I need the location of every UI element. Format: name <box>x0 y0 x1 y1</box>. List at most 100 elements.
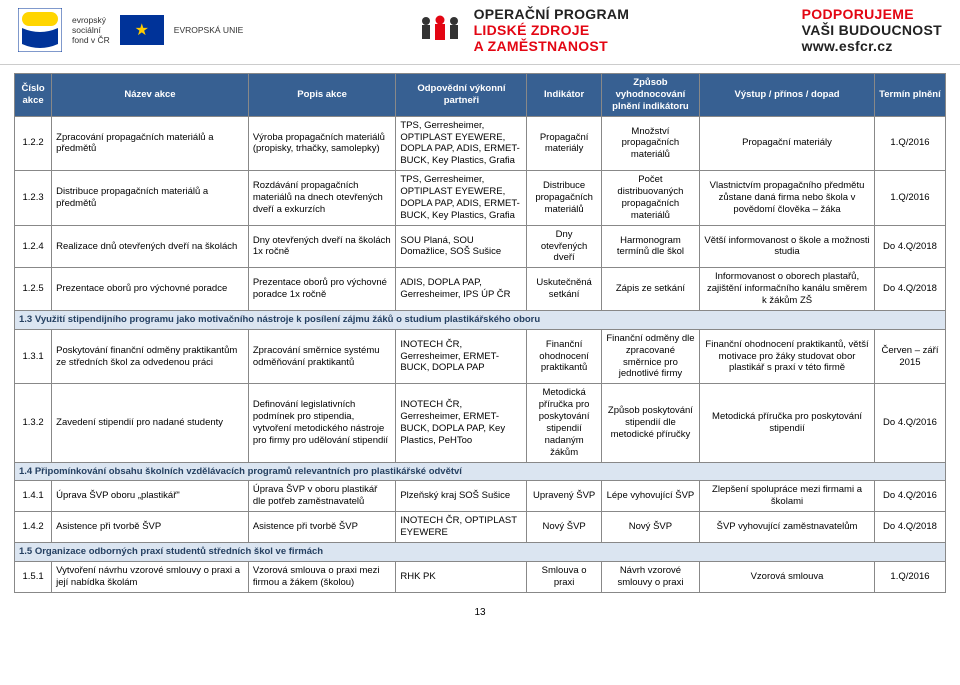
cell-c3: Rozdávání propagačních materiálů na dnec… <box>248 171 396 226</box>
cell-c2: Vytvoření návrhu vzorové smlouvy o praxi… <box>52 561 249 592</box>
cell-c2: Úprava ŠVP oboru „plastikář" <box>52 481 249 512</box>
cell-c2: Realizace dnů otevřených dveří na školác… <box>52 225 249 268</box>
esf-line3: fond v ČR <box>72 35 110 45</box>
people-icon <box>416 13 464 47</box>
op-block: OPERAČNÍ PROGRAM LIDSKÉ ZDROJE A ZAMĚSTN… <box>416 6 630 54</box>
cell-c8: Červen – září 2015 <box>874 329 945 384</box>
cell-c3: Asistence při tvorbě ŠVP <box>248 512 396 543</box>
cell-c6: Návrh vzorové smlouvy o praxi <box>601 561 699 592</box>
cell-c2: Zpracování propagačních materiálů a před… <box>52 116 249 171</box>
page-number: 13 <box>0 597 960 624</box>
th-partners: Odpovědní výkonní partneři <box>396 74 527 117</box>
table-row: 1.2.5Prezentace oborů pro výchovné porad… <box>15 268 946 311</box>
cell-c4: SOU Planá, SOU Domažlice, SOŠ Sušice <box>396 225 527 268</box>
cell-c5: Metodická příručka pro poskytování stipe… <box>527 384 601 462</box>
support-url: www.esfcr.cz <box>802 38 942 54</box>
section-cell: 1.5 Organizace odborných praxí studentů … <box>15 542 946 561</box>
cell-c7: Větší informovanost o škole a možnosti s… <box>700 225 875 268</box>
table-row: 1.3.2Zavedení stipendií pro nadané stude… <box>15 384 946 462</box>
cell-c7: Zlepšení spolupráce mezi firmami a škola… <box>700 481 875 512</box>
cell-c6: Lépe vyhovující ŠVP <box>601 481 699 512</box>
cell-c1: 1.2.5 <box>15 268 52 311</box>
esf-line2: sociální <box>72 25 110 35</box>
cell-c6: Finanční odměny dle zpracované směrnice … <box>601 329 699 384</box>
op-line3: A ZAMĚSTNANOST <box>474 38 630 54</box>
eu-label: EVROPSKÁ UNIE <box>174 25 243 35</box>
eu-flag-icon: ★ <box>120 15 164 45</box>
support-line2: VAŠI BUDOUCNOST <box>802 22 942 38</box>
th-desc: Popis akce <box>248 74 396 117</box>
table-row: 1.2.4Realizace dnů otevřených dveří na š… <box>15 225 946 268</box>
cell-c1: 1.2.3 <box>15 171 52 226</box>
cell-c5: Distribuce propagačních materiálů <box>527 171 601 226</box>
cell-c4: ADIS, DOPLA PAP, Gerresheimer, IPS ÚP ČR <box>396 268 527 311</box>
esf-flag-icon <box>18 8 62 52</box>
table-header-row: Číslo akce Název akce Popis akce Odpověd… <box>15 74 946 117</box>
cell-c1: 1.2.4 <box>15 225 52 268</box>
cell-c2: Prezentace oborů pro výchovné poradce <box>52 268 249 311</box>
cell-c6: Množství propagačních materiálů <box>601 116 699 171</box>
cell-c5: Smlouva o praxi <box>527 561 601 592</box>
cell-c4: INOTECH ČR, Gerresheimer, ERMET-BUCK, DO… <box>396 329 527 384</box>
table-body: 1.2.2Zpracování propagačních materiálů a… <box>15 116 946 592</box>
op-line2: LIDSKÉ ZDROJE <box>474 22 630 38</box>
cell-c5: Nový ŠVP <box>527 512 601 543</box>
cell-c3: Zpracování směrnice systému odměňování p… <box>248 329 396 384</box>
cell-c1: 1.2.2 <box>15 116 52 171</box>
cell-c8: 1.Q/2016 <box>874 116 945 171</box>
cell-c7: Informovanost o oborech plastařů, zajišt… <box>700 268 875 311</box>
cell-c5: Dny otevřených dveří <box>527 225 601 268</box>
table-row: 1.2.3Distribuce propagačních materiálů a… <box>15 171 946 226</box>
cell-c1: 1.5.1 <box>15 561 52 592</box>
cell-c7: Propagační materiály <box>700 116 875 171</box>
table-row: 1.4.2Asistence při tvorbě ŠVPAsistence p… <box>15 512 946 543</box>
cell-c7: Vzorová smlouva <box>700 561 875 592</box>
cell-c4: TPS, Gerresheimer, OPTIPLAST EYEWERE, DO… <box>396 116 527 171</box>
cell-c3: Úprava ŠVP v oboru plastikář dle potřeb … <box>248 481 396 512</box>
cell-c8: 1.Q/2016 <box>874 561 945 592</box>
cell-c1: 1.3.2 <box>15 384 52 462</box>
esf-logo-block: evropský sociální fond v ČR ★ EVROPSKÁ U… <box>18 8 243 52</box>
cell-c3: Definování legislativních podmínek pro s… <box>248 384 396 462</box>
cell-c7: Vlastnictvím propagačního předmětu zůsta… <box>700 171 875 226</box>
cell-c1: 1.3.1 <box>15 329 52 384</box>
section-cell: 1.4 Připomínkování obsahu školních vzděl… <box>15 462 946 481</box>
cell-c4: Plzeňský kraj SOŠ Sušice <box>396 481 527 512</box>
cell-c6: Harmonogram termínů dle škol <box>601 225 699 268</box>
cell-c3: Prezentace oborů pro výchovné poradce 1x… <box>248 268 396 311</box>
cell-c7: Finanční ohodnocení praktikantů, větší m… <box>700 329 875 384</box>
cell-c2: Asistence při tvorbě ŠVP <box>52 512 249 543</box>
cell-c8: Do 4.Q/2018 <box>874 512 945 543</box>
th-output: Výstup / přínos / dopad <box>700 74 875 117</box>
cell-c3: Dny otevřených dveří na školách 1x ročně <box>248 225 396 268</box>
cell-c4: INOTECH ČR, Gerresheimer, ERMET-BUCK, DO… <box>396 384 527 462</box>
cell-c7: Metodická příručka pro poskytování stipe… <box>700 384 875 462</box>
table-row: 1.4 Připomínkování obsahu školních vzděl… <box>15 462 946 481</box>
op-line1: OPERAČNÍ PROGRAM <box>474 6 630 22</box>
cell-c8: Do 4.Q/2016 <box>874 384 945 462</box>
cell-c5: Propagační materiály <box>527 116 601 171</box>
table-row: 1.2.2Zpracování propagačních materiálů a… <box>15 116 946 171</box>
cell-c6: Způsob poskytování stipendií dle metodic… <box>601 384 699 462</box>
cell-c8: Do 4.Q/2018 <box>874 268 945 311</box>
cell-c1: 1.4.2 <box>15 512 52 543</box>
th-term: Termín plnění <box>874 74 945 117</box>
th-number: Číslo akce <box>15 74 52 117</box>
cell-c3: Výroba propagačních materiálů (propisky,… <box>248 116 396 171</box>
cell-c8: Do 4.Q/2016 <box>874 481 945 512</box>
esf-label: evropský sociální fond v ČR <box>72 15 110 46</box>
cell-c6: Počet distribuovaných propagačních mater… <box>601 171 699 226</box>
cell-c5: Finanční ohodnocení praktikantů <box>527 329 601 384</box>
th-name: Název akce <box>52 74 249 117</box>
cell-c4: TPS, Gerresheimer, OPTIPLAST EYEWERE, DO… <box>396 171 527 226</box>
content-area: Číslo akce Název akce Popis akce Odpověd… <box>0 65 960 597</box>
cell-c1: 1.4.1 <box>15 481 52 512</box>
table-row: 1.3.1Poskytování finanční odměny praktik… <box>15 329 946 384</box>
cell-c4: INOTECH ČR, OPTIPLAST EYEWERE <box>396 512 527 543</box>
table-row: 1.5.1Vytvoření návrhu vzorové smlouvy o … <box>15 561 946 592</box>
cell-c2: Distribuce propagačních materiálů a před… <box>52 171 249 226</box>
cell-c3: Vzorová smlouva o praxi mezi firmou a žá… <box>248 561 396 592</box>
header-banner: evropský sociální fond v ČR ★ EVROPSKÁ U… <box>0 0 960 65</box>
cell-c7: ŠVP vyhovující zaměstnavatelům <box>700 512 875 543</box>
action-table: Číslo akce Název akce Popis akce Odpověd… <box>14 73 946 593</box>
